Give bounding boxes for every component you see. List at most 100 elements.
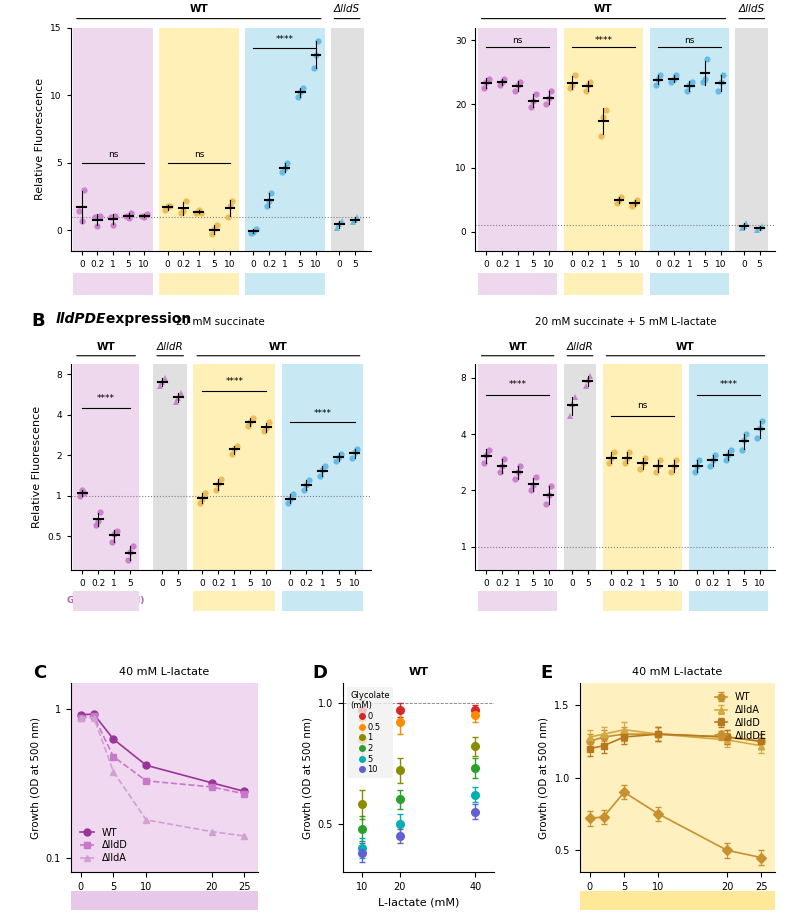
Bar <box>71 891 257 910</box>
Bar <box>649 273 729 296</box>
Text: α-HB (mM): α-HB (mM) <box>662 280 716 288</box>
Bar <box>478 364 557 570</box>
Bar <box>73 364 139 570</box>
Text: ns: ns <box>637 401 648 409</box>
Text: WT: WT <box>190 5 209 14</box>
Text: ****: **** <box>508 379 527 388</box>
Bar <box>649 28 729 251</box>
ΔlldD <box>142 776 151 787</box>
Title: 20 mM succinate: 20 mM succinate <box>176 317 265 327</box>
ΔlldD <box>109 751 118 762</box>
Bar <box>245 273 324 296</box>
Text: ****: **** <box>594 36 612 45</box>
Text: Glycolate (mM): Glycolate (mM) <box>479 597 556 605</box>
WT <box>76 710 85 721</box>
Bar <box>73 28 153 251</box>
Title: 40 mM L-lactate: 40 mM L-lactate <box>632 667 722 677</box>
Text: ns: ns <box>684 36 694 45</box>
ΔlldD <box>76 712 85 723</box>
Text: C: C <box>34 665 46 682</box>
Text: ****: **** <box>719 379 737 388</box>
Line: WT: WT <box>77 711 248 795</box>
Legend: WT, ΔlldD, ΔlldA: WT, ΔlldD, ΔlldA <box>76 823 131 868</box>
Bar <box>159 28 238 251</box>
Title: 40 mM L-lactate: 40 mM L-lactate <box>119 667 209 677</box>
Text: ΔlldS: ΔlldS <box>334 5 360 14</box>
ΔlldA <box>76 712 85 723</box>
Bar <box>478 28 557 251</box>
Text: WT: WT <box>269 341 288 352</box>
ΔlldD <box>240 789 249 800</box>
Text: E: E <box>541 665 552 682</box>
ΔlldA <box>109 767 118 778</box>
Bar <box>245 28 324 251</box>
Line: ΔlldA: ΔlldA <box>77 714 248 840</box>
WT <box>109 733 118 744</box>
Text: D: D <box>312 665 327 682</box>
Text: ****: **** <box>275 36 294 44</box>
Y-axis label: Relative Fluorescence: Relative Fluorescence <box>35 78 45 200</box>
Bar <box>689 590 768 611</box>
Text: WT: WT <box>676 341 695 352</box>
Y-axis label: Growth (OD at 500 nm): Growth (OD at 500 nm) <box>302 717 312 839</box>
Text: α-HB (mM): α-HB (mM) <box>257 280 312 288</box>
ΔlldD <box>207 781 216 792</box>
WT <box>142 760 151 771</box>
Text: lldPDE: lldPDE <box>56 312 106 327</box>
Text: α-HB (mM): α-HB (mM) <box>701 597 756 605</box>
Text: expression: expression <box>101 312 191 327</box>
Text: D-lactate (mM): D-lactate (mM) <box>196 597 272 605</box>
Text: D-lactate (mM): D-lactate (mM) <box>633 895 722 905</box>
Text: ΔlldR: ΔlldR <box>567 341 593 352</box>
Bar <box>563 364 597 570</box>
Text: D-lactate (mM): D-lactate (mM) <box>604 597 681 605</box>
Text: ns: ns <box>108 151 118 160</box>
Bar <box>194 364 275 570</box>
Legend: 0, 0.5, 1, 2, 5, 10: 0, 0.5, 1, 2, 5, 10 <box>347 688 394 778</box>
ΔlldD <box>89 711 98 722</box>
Bar <box>153 364 187 570</box>
Text: ns: ns <box>194 151 204 160</box>
Text: Glycolate (mM): Glycolate (mM) <box>74 280 152 288</box>
Bar <box>478 590 557 611</box>
Text: Glycolate (mM): Glycolate (mM) <box>479 280 556 288</box>
Text: WT: WT <box>97 341 116 352</box>
Text: WT: WT <box>594 5 613 14</box>
Y-axis label: Relative Fluorescence: Relative Fluorescence <box>31 406 42 528</box>
Bar <box>579 891 775 910</box>
Text: D-lactate (mM): D-lactate (mM) <box>161 280 237 288</box>
ΔlldA <box>240 831 249 842</box>
WT <box>240 786 249 797</box>
Bar <box>73 273 153 296</box>
Bar <box>282 364 364 570</box>
Title: WT: WT <box>408 667 429 677</box>
Bar <box>603 590 682 611</box>
Text: ****: **** <box>225 377 243 386</box>
ΔlldA <box>207 826 216 837</box>
Text: WT: WT <box>508 341 527 352</box>
WT <box>89 709 98 720</box>
Bar <box>331 28 364 251</box>
Y-axis label: Growth (OD at 500 nm): Growth (OD at 500 nm) <box>539 717 549 839</box>
Text: Glycolate (mM): Glycolate (mM) <box>68 597 145 605</box>
Bar <box>689 364 768 570</box>
Bar <box>282 590 364 611</box>
X-axis label: L-lactate (mM): L-lactate (mM) <box>378 898 460 907</box>
Line: ΔlldD: ΔlldD <box>77 712 248 797</box>
Bar <box>194 590 275 611</box>
Text: ns: ns <box>512 36 523 45</box>
Bar <box>603 364 682 570</box>
Text: ****: **** <box>313 409 331 418</box>
Title: 20 mM succinate + 5 mM L-lactate: 20 mM succinate + 5 mM L-lactate <box>534 317 716 327</box>
Text: ΔlldS: ΔlldS <box>739 5 765 14</box>
Bar <box>735 28 768 251</box>
Text: α-HB (mM): α-HB (mM) <box>295 597 349 605</box>
Text: ΔlldR: ΔlldR <box>157 341 183 352</box>
ΔlldA <box>142 814 151 825</box>
Text: D-lactate (mM): D-lactate (mM) <box>565 280 642 288</box>
Bar <box>563 28 643 251</box>
Text: ****: **** <box>97 394 115 403</box>
Bar <box>563 273 643 296</box>
Text: Glycolate (mM): Glycolate (mM) <box>120 895 209 905</box>
Bar <box>159 273 238 296</box>
